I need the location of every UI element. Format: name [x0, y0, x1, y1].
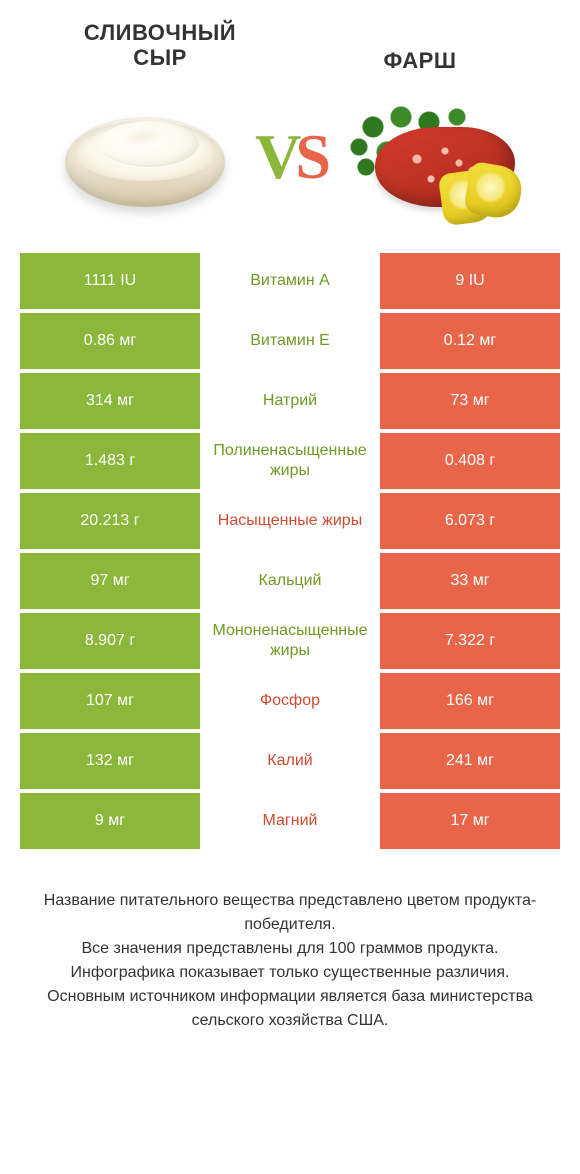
right-value: 0.408 г	[380, 433, 560, 489]
left-value: 132 мг	[20, 733, 200, 789]
right-value: 17 мг	[380, 793, 560, 849]
left-value: 1.483 г	[20, 433, 200, 489]
titles-row: СЛИВОЧНЫЙ СЫР ФАРШ	[0, 0, 580, 73]
left-product-title: СЛИВОЧНЫЙ СЫР	[30, 20, 290, 73]
nutrient-label: Витамин A	[200, 253, 380, 309]
nutrient-label: Натрий	[200, 373, 380, 429]
table-row: 107 мгФосфор166 мг	[20, 673, 560, 729]
nutrient-label: Полиненасыщенные жиры	[200, 433, 380, 489]
footer-note: Название питательного вещества представл…	[20, 889, 560, 1033]
right-value: 7.322 г	[380, 613, 560, 669]
right-value: 0.12 мг	[380, 313, 560, 369]
table-row: 20.213 гНасыщенные жиры6.073 г	[20, 493, 560, 549]
hero-row: VS	[0, 73, 580, 253]
left-value: 97 мг	[20, 553, 200, 609]
right-value: 6.073 г	[380, 493, 560, 549]
vs-label: VS	[255, 120, 325, 194]
left-value: 314 мг	[20, 373, 200, 429]
cream-cheese-icon	[55, 87, 235, 227]
table-row: 1.483 гПолиненасыщенные жиры0.408 г	[20, 433, 560, 489]
table-row: 0.86 мгВитамин E0.12 мг	[20, 313, 560, 369]
table-row: 1111 IUВитамин A9 IU	[20, 253, 560, 309]
vs-s: S	[295, 121, 325, 192]
left-value: 1111 IU	[20, 253, 200, 309]
nutrient-label: Фосфор	[200, 673, 380, 729]
right-value: 166 мг	[380, 673, 560, 729]
table-row: 314 мгНатрий73 мг	[20, 373, 560, 429]
comparison-table: 1111 IUВитамин A9 IU0.86 мгВитамин E0.12…	[20, 253, 560, 849]
right-value: 73 мг	[380, 373, 560, 429]
nutrient-label: Калий	[200, 733, 380, 789]
table-row: 8.907 гМононенасыщенные жиры7.322 г	[20, 613, 560, 669]
nutrient-label: Магний	[200, 793, 380, 849]
table-row: 97 мгКальций33 мг	[20, 553, 560, 609]
left-value: 9 мг	[20, 793, 200, 849]
nutrient-label: Мононенасыщенные жиры	[200, 613, 380, 669]
ground-meat-icon	[345, 87, 525, 227]
right-value: 9 IU	[380, 253, 560, 309]
table-row: 9 мгМагний17 мг	[20, 793, 560, 849]
left-value: 107 мг	[20, 673, 200, 729]
vs-v: V	[255, 121, 295, 192]
right-value: 241 мг	[380, 733, 560, 789]
left-value: 8.907 г	[20, 613, 200, 669]
nutrient-label: Кальций	[200, 553, 380, 609]
infographic-page: СЛИВОЧНЫЙ СЫР ФАРШ VS 1111 IUВитамин A9 …	[0, 0, 580, 1063]
left-value: 20.213 г	[20, 493, 200, 549]
left-value: 0.86 мг	[20, 313, 200, 369]
right-product-title: ФАРШ	[290, 20, 550, 73]
nutrient-label: Витамин E	[200, 313, 380, 369]
right-value: 33 мг	[380, 553, 560, 609]
nutrient-label: Насыщенные жиры	[200, 493, 380, 549]
table-row: 132 мгКалий241 мг	[20, 733, 560, 789]
